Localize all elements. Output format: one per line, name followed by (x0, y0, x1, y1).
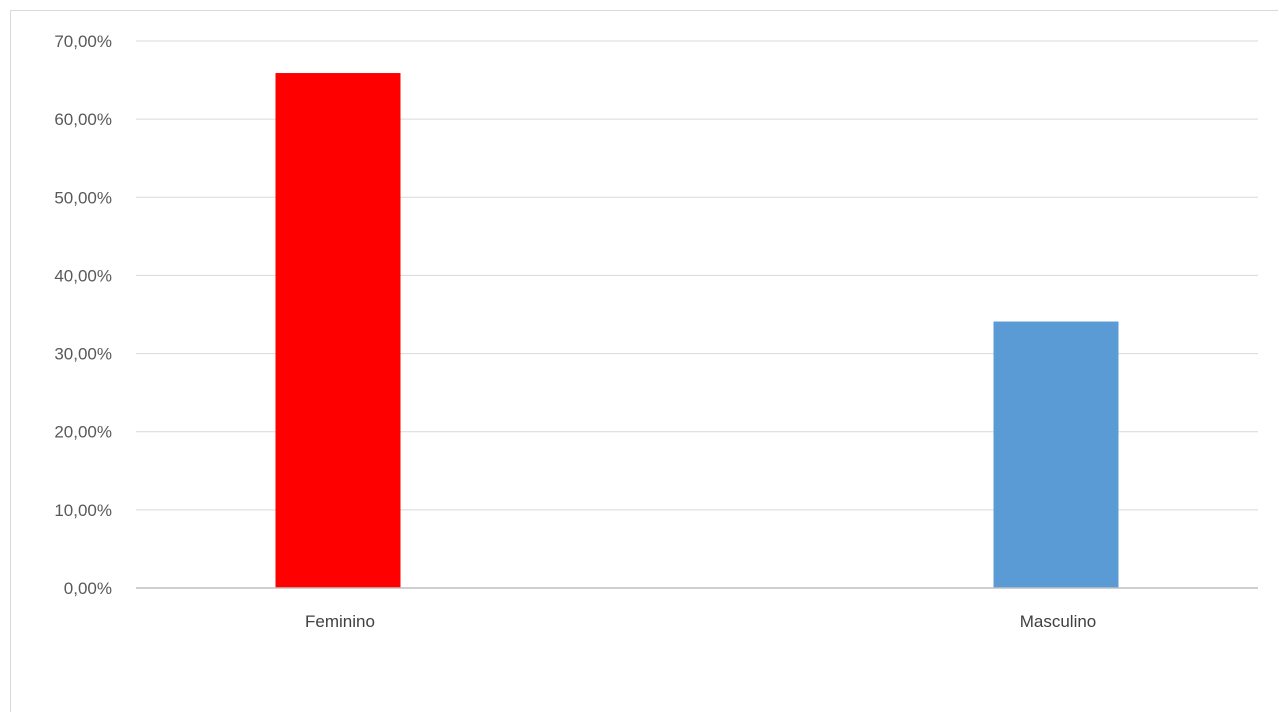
y-tick-label: 10,00% (54, 501, 112, 520)
x-axis-category-labels: Feminino Masculino (305, 612, 1096, 631)
x-category-label: Feminino (305, 612, 375, 631)
y-tick-label: 40,00% (54, 266, 112, 285)
bar-masculino (993, 321, 1119, 588)
bars (275, 73, 1119, 588)
y-axis-tick-labels: 0,00% 10,00% 20,00% 30,00% 40,00% 50,00% 60,00… (54, 32, 112, 598)
y-tick-label: 60,00% (54, 110, 112, 129)
y-tick-label: 50,00% (54, 188, 112, 207)
bar-feminino (275, 73, 401, 588)
y-tick-label: 70,00% (54, 32, 112, 51)
x-category-label: Masculino (1020, 612, 1097, 631)
y-tick-label: 20,00% (54, 423, 112, 442)
y-tick-label: 0,00% (64, 579, 112, 598)
y-tick-label: 30,00% (54, 345, 112, 364)
